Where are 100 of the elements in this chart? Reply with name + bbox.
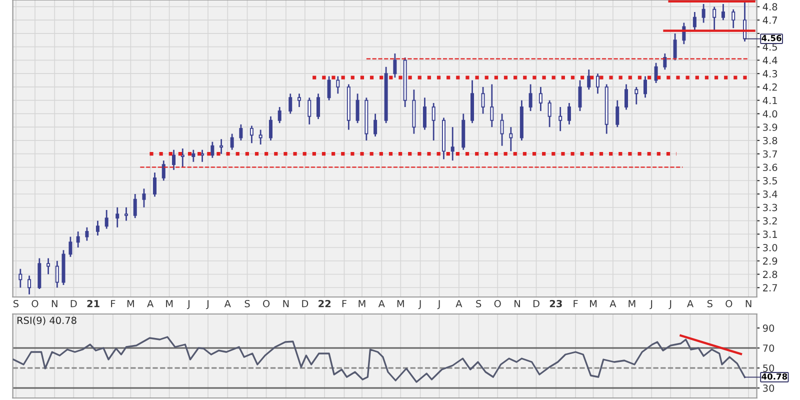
x-tick-label: A: [224, 300, 231, 308]
candlestick: [509, 126, 513, 152]
x-tick-label: J: [187, 300, 190, 310]
candlestick: [336, 76, 340, 94]
y-tick-label: 70: [763, 344, 774, 352]
candlestick: [673, 32, 677, 61]
candlestick: [558, 106, 562, 132]
y-tick-label: 90: [762, 324, 774, 332]
candlestick: [528, 84, 532, 112]
x-tick-label: D: [70, 300, 77, 308]
candlestick: [192, 149, 196, 163]
y-tick-label: 50: [763, 364, 774, 372]
x-tick-label: D: [302, 300, 308, 308]
y-tick-label: 2.8: [763, 270, 778, 278]
chart-title: RSI(9) 40.78: [17, 316, 76, 326]
candlestick: [230, 133, 234, 151]
candlestick: [142, 188, 146, 208]
candlestick: [210, 141, 214, 159]
candlestick: [153, 172, 157, 198]
candlestick: [46, 258, 50, 275]
x-tick-label: M: [628, 300, 636, 308]
candlestick: [616, 100, 620, 128]
candlestick: [393, 52, 397, 78]
candlestick: [250, 125, 254, 144]
x-tick-label: S: [14, 300, 19, 308]
annotation: 4.56: [762, 34, 782, 42]
candlestick: [297, 92, 301, 108]
x-tick-label: N: [52, 300, 58, 308]
x-tick-label: J: [418, 300, 421, 310]
y-tick-label: 2.7: [763, 284, 777, 292]
x-tick-label: A: [147, 300, 154, 308]
y-tick-label: 4.7: [762, 16, 777, 24]
candlestick: [692, 11, 696, 32]
candlestick: [288, 92, 292, 114]
candlestick: [702, 3, 706, 24]
candlestick: [490, 84, 494, 128]
y-tick-label: 3.1: [763, 230, 777, 238]
x-tick-label: N: [514, 300, 520, 308]
line-series: [12, 336, 746, 383]
x-tick-label: 21: [87, 300, 100, 308]
x-tick-label: A: [687, 300, 694, 308]
candlestick: [721, 3, 725, 21]
x-tick-label: J: [206, 300, 208, 310]
candlestick: [663, 52, 667, 70]
candlestick: [422, 96, 426, 130]
y-tick-label: 4.0: [762, 110, 778, 118]
x-tick-label: J: [668, 300, 672, 310]
candlestick: [538, 86, 542, 112]
y-tick-label: 3.8: [763, 136, 778, 144]
candlestick: [356, 92, 360, 124]
x-tick-label: A: [456, 300, 462, 308]
y-tick-label: 4.3: [762, 70, 778, 78]
candlestick: [55, 260, 59, 288]
y-tick-label: 3.3: [763, 204, 778, 212]
x-tick-label: F: [574, 300, 578, 308]
candlestick: [172, 149, 176, 171]
candlestick: [500, 113, 504, 147]
y-tick-label: 2.9: [763, 257, 778, 265]
candlestick: [548, 100, 552, 128]
x-tick-label: 22: [318, 300, 331, 308]
candlestick: [76, 230, 80, 248]
candlestick: [316, 92, 320, 120]
candlestick: [327, 76, 331, 102]
x-tick-label: F: [111, 300, 116, 308]
candlestick: [374, 113, 378, 138]
x-tick-label: N: [283, 300, 289, 308]
x-tick-label: N: [746, 300, 752, 308]
candlestick: [732, 8, 736, 29]
x-tick-label: A: [378, 300, 385, 308]
candlestick: [104, 209, 108, 230]
candlestick: [578, 80, 582, 112]
x-tick-label: O: [263, 300, 270, 308]
y-tick-label: 3.0: [763, 244, 778, 252]
candlestick: [28, 274, 32, 296]
x-tick-label: M: [127, 300, 134, 308]
y-tick-label: 30: [763, 384, 774, 392]
candlestick: [96, 220, 100, 236]
y-tick-label: 4.4: [762, 56, 778, 64]
x-tick-label: O: [32, 300, 38, 308]
y-tick-label: 3.7: [763, 150, 777, 158]
candlestick: [596, 72, 600, 94]
candlestick: [116, 206, 120, 228]
x-tick-label: O: [494, 300, 501, 308]
x-tick-label: M: [590, 300, 597, 308]
candlestick: [567, 102, 571, 126]
candlestick: [450, 126, 454, 162]
y-tick-label: 4.1: [762, 96, 777, 104]
x-tick-label: J: [437, 300, 440, 310]
candlestick: [432, 102, 436, 142]
candlestick: [481, 86, 485, 114]
candlestick: [624, 84, 628, 110]
y-tick-label: 3.9: [763, 124, 778, 131]
x-tick-label: S: [476, 300, 482, 308]
x-tick-label: M: [166, 300, 173, 308]
candlestick: [68, 236, 72, 258]
candlestick: [308, 96, 312, 126]
y-tick-label: 3.5: [763, 177, 777, 184]
candlestick: [644, 76, 648, 98]
candlestick: [587, 68, 591, 90]
x-tick-label: F: [342, 300, 346, 308]
